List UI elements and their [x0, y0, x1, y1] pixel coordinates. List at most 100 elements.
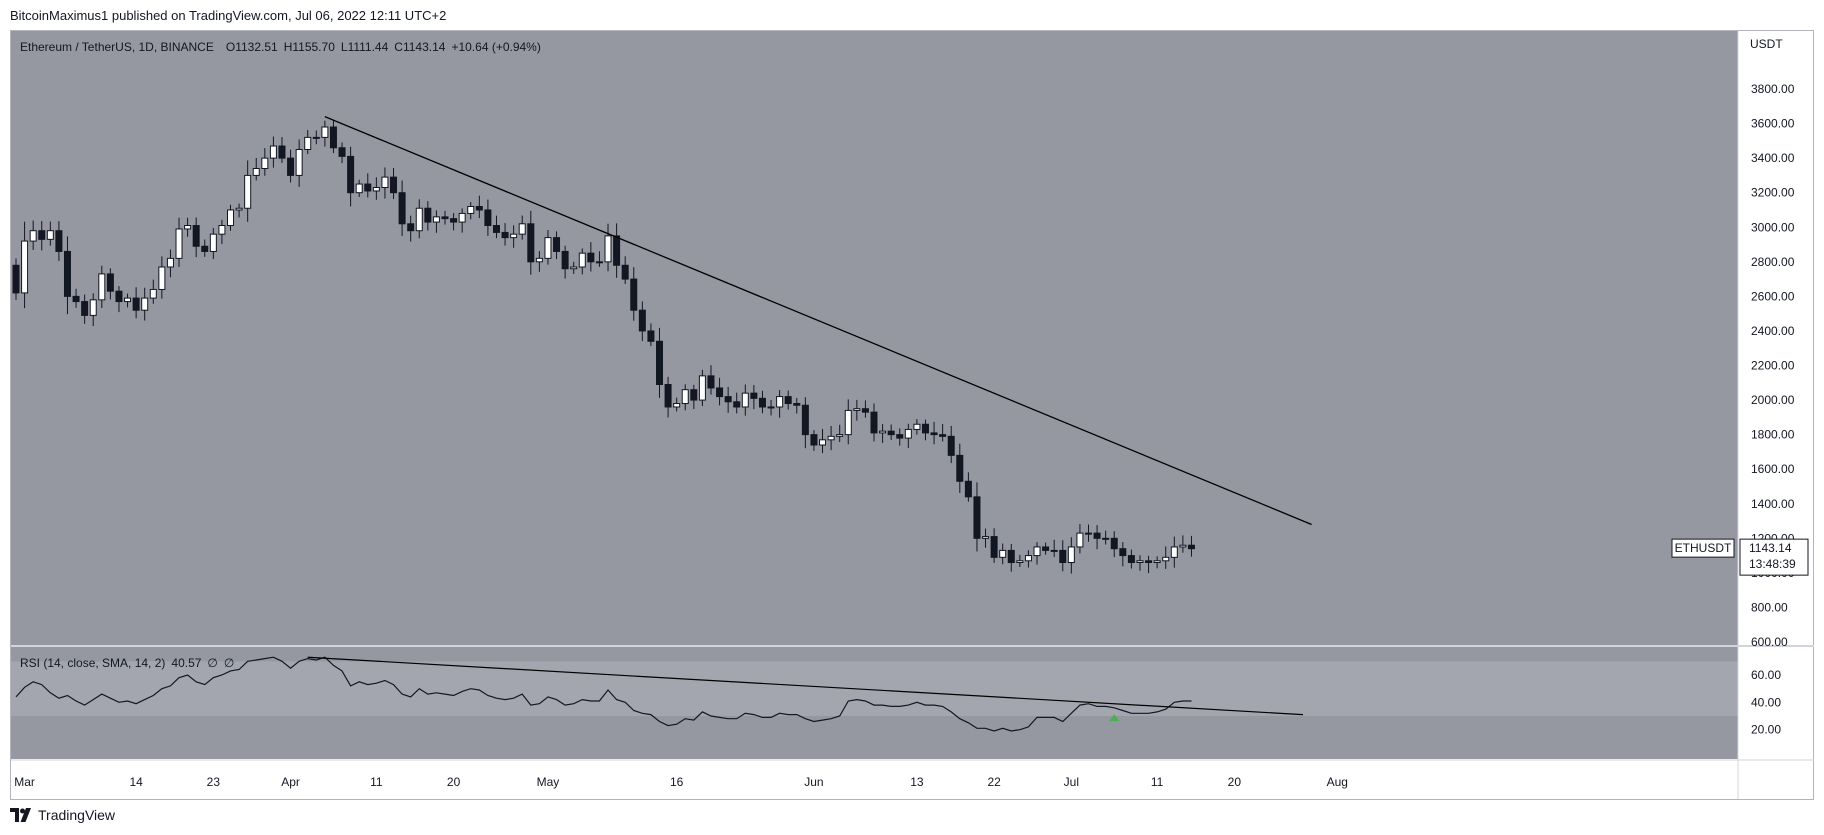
candle[interactable]	[192, 217, 200, 258]
candle[interactable]	[38, 221, 46, 251]
candle[interactable]	[698, 369, 706, 407]
candle[interactable]	[964, 472, 972, 502]
candle[interactable]	[750, 385, 758, 410]
candle[interactable]	[244, 160, 252, 222]
candle[interactable]	[1102, 530, 1110, 545]
candle[interactable]	[1170, 536, 1178, 568]
candle[interactable]	[55, 221, 63, 261]
candle[interactable]	[304, 129, 312, 155]
candle[interactable]	[372, 177, 380, 200]
candle[interactable]	[664, 376, 672, 418]
candle[interactable]	[338, 142, 346, 164]
candle[interactable]	[184, 217, 192, 237]
candle[interactable]	[1179, 535, 1187, 553]
price-descending-trendline[interactable]	[324, 116, 1312, 526]
candle[interactable]	[347, 146, 355, 207]
candle[interactable]	[295, 139, 303, 187]
candle[interactable]	[801, 397, 809, 449]
candle[interactable]	[12, 258, 20, 300]
candle[interactable]	[492, 215, 500, 239]
candle[interactable]	[638, 301, 646, 342]
candle[interactable]	[604, 223, 612, 272]
candle[interactable]	[578, 248, 586, 275]
candle[interactable]	[1145, 555, 1153, 574]
candle[interactable]	[690, 384, 698, 410]
candle[interactable]	[630, 267, 638, 321]
candle[interactable]	[175, 217, 183, 267]
candle[interactable]	[527, 210, 535, 275]
candle[interactable]	[106, 268, 114, 300]
candle[interactable]	[621, 256, 629, 284]
candle[interactable]	[896, 428, 904, 446]
candle[interactable]	[793, 397, 801, 414]
candle[interactable]	[947, 425, 955, 464]
candle[interactable]	[1085, 524, 1092, 542]
candle[interactable]	[218, 219, 226, 245]
candle[interactable]	[870, 403, 878, 442]
candle[interactable]	[733, 392, 741, 414]
candle[interactable]	[98, 265, 106, 309]
candle[interactable]	[724, 386, 732, 413]
candle[interactable]	[1110, 531, 1118, 558]
candle[interactable]	[810, 430, 818, 451]
candle[interactable]	[879, 423, 887, 443]
candle[interactable]	[269, 136, 277, 168]
candle[interactable]	[673, 397, 681, 412]
candle[interactable]	[89, 293, 97, 327]
candle[interactable]	[227, 204, 234, 231]
candle[interactable]	[956, 443, 964, 493]
candle[interactable]	[510, 225, 518, 248]
candle[interactable]	[561, 245, 569, 279]
candle[interactable]	[1093, 525, 1101, 550]
candle[interactable]	[329, 120, 337, 154]
rsi-title[interactable]: RSI (14, close, SMA, 14, 2)	[20, 656, 166, 670]
candle[interactable]	[458, 208, 466, 233]
candle[interactable]	[647, 323, 655, 346]
candle[interactable]	[904, 423, 912, 448]
candle[interactable]	[287, 149, 295, 183]
rsi-line[interactable]	[15, 656, 1192, 732]
candle[interactable]	[853, 399, 861, 421]
candle[interactable]	[1153, 556, 1161, 569]
candle[interactable]	[587, 242, 595, 272]
candle[interactable]	[1119, 542, 1127, 567]
candle[interactable]	[990, 528, 998, 563]
candle[interactable]	[141, 287, 149, 321]
candle[interactable]	[381, 167, 389, 199]
candle[interactable]	[844, 399, 852, 445]
ticker-tag[interactable]	[1671, 538, 1735, 558]
candle[interactable]	[1042, 542, 1050, 555]
candle[interactable]	[407, 215, 415, 242]
candle[interactable]	[72, 288, 80, 308]
candle[interactable]	[827, 425, 835, 451]
candle[interactable]	[595, 251, 603, 267]
candle[interactable]	[1059, 540, 1067, 572]
candle[interactable]	[656, 327, 663, 398]
candle[interactable]	[124, 293, 132, 308]
candle[interactable]	[1136, 555, 1144, 571]
candle[interactable]	[921, 419, 929, 441]
candle[interactable]	[46, 221, 54, 246]
rsi-descending-trendline[interactable]	[307, 656, 1304, 716]
candle[interactable]	[21, 221, 29, 309]
candle[interactable]	[1024, 550, 1032, 568]
candle[interactable]	[390, 167, 398, 200]
candle[interactable]	[81, 294, 89, 324]
candle[interactable]	[364, 173, 372, 198]
candle[interactable]	[776, 390, 784, 418]
candle[interactable]	[887, 424, 895, 440]
candle[interactable]	[544, 230, 552, 265]
candle[interactable]	[450, 213, 458, 231]
candle[interactable]	[758, 390, 766, 414]
candle[interactable]	[518, 215, 526, 240]
candle[interactable]	[475, 195, 483, 219]
candle[interactable]	[149, 279, 157, 304]
candle[interactable]	[570, 261, 578, 274]
candle[interactable]	[29, 220, 37, 250]
candle[interactable]	[784, 390, 792, 410]
candle[interactable]	[201, 239, 209, 257]
price-pane[interactable]	[11, 31, 1738, 645]
candle[interactable]	[278, 137, 286, 163]
symbol-label[interactable]: Ethereum / TetherUS, 1D, BINANCE	[20, 40, 214, 54]
